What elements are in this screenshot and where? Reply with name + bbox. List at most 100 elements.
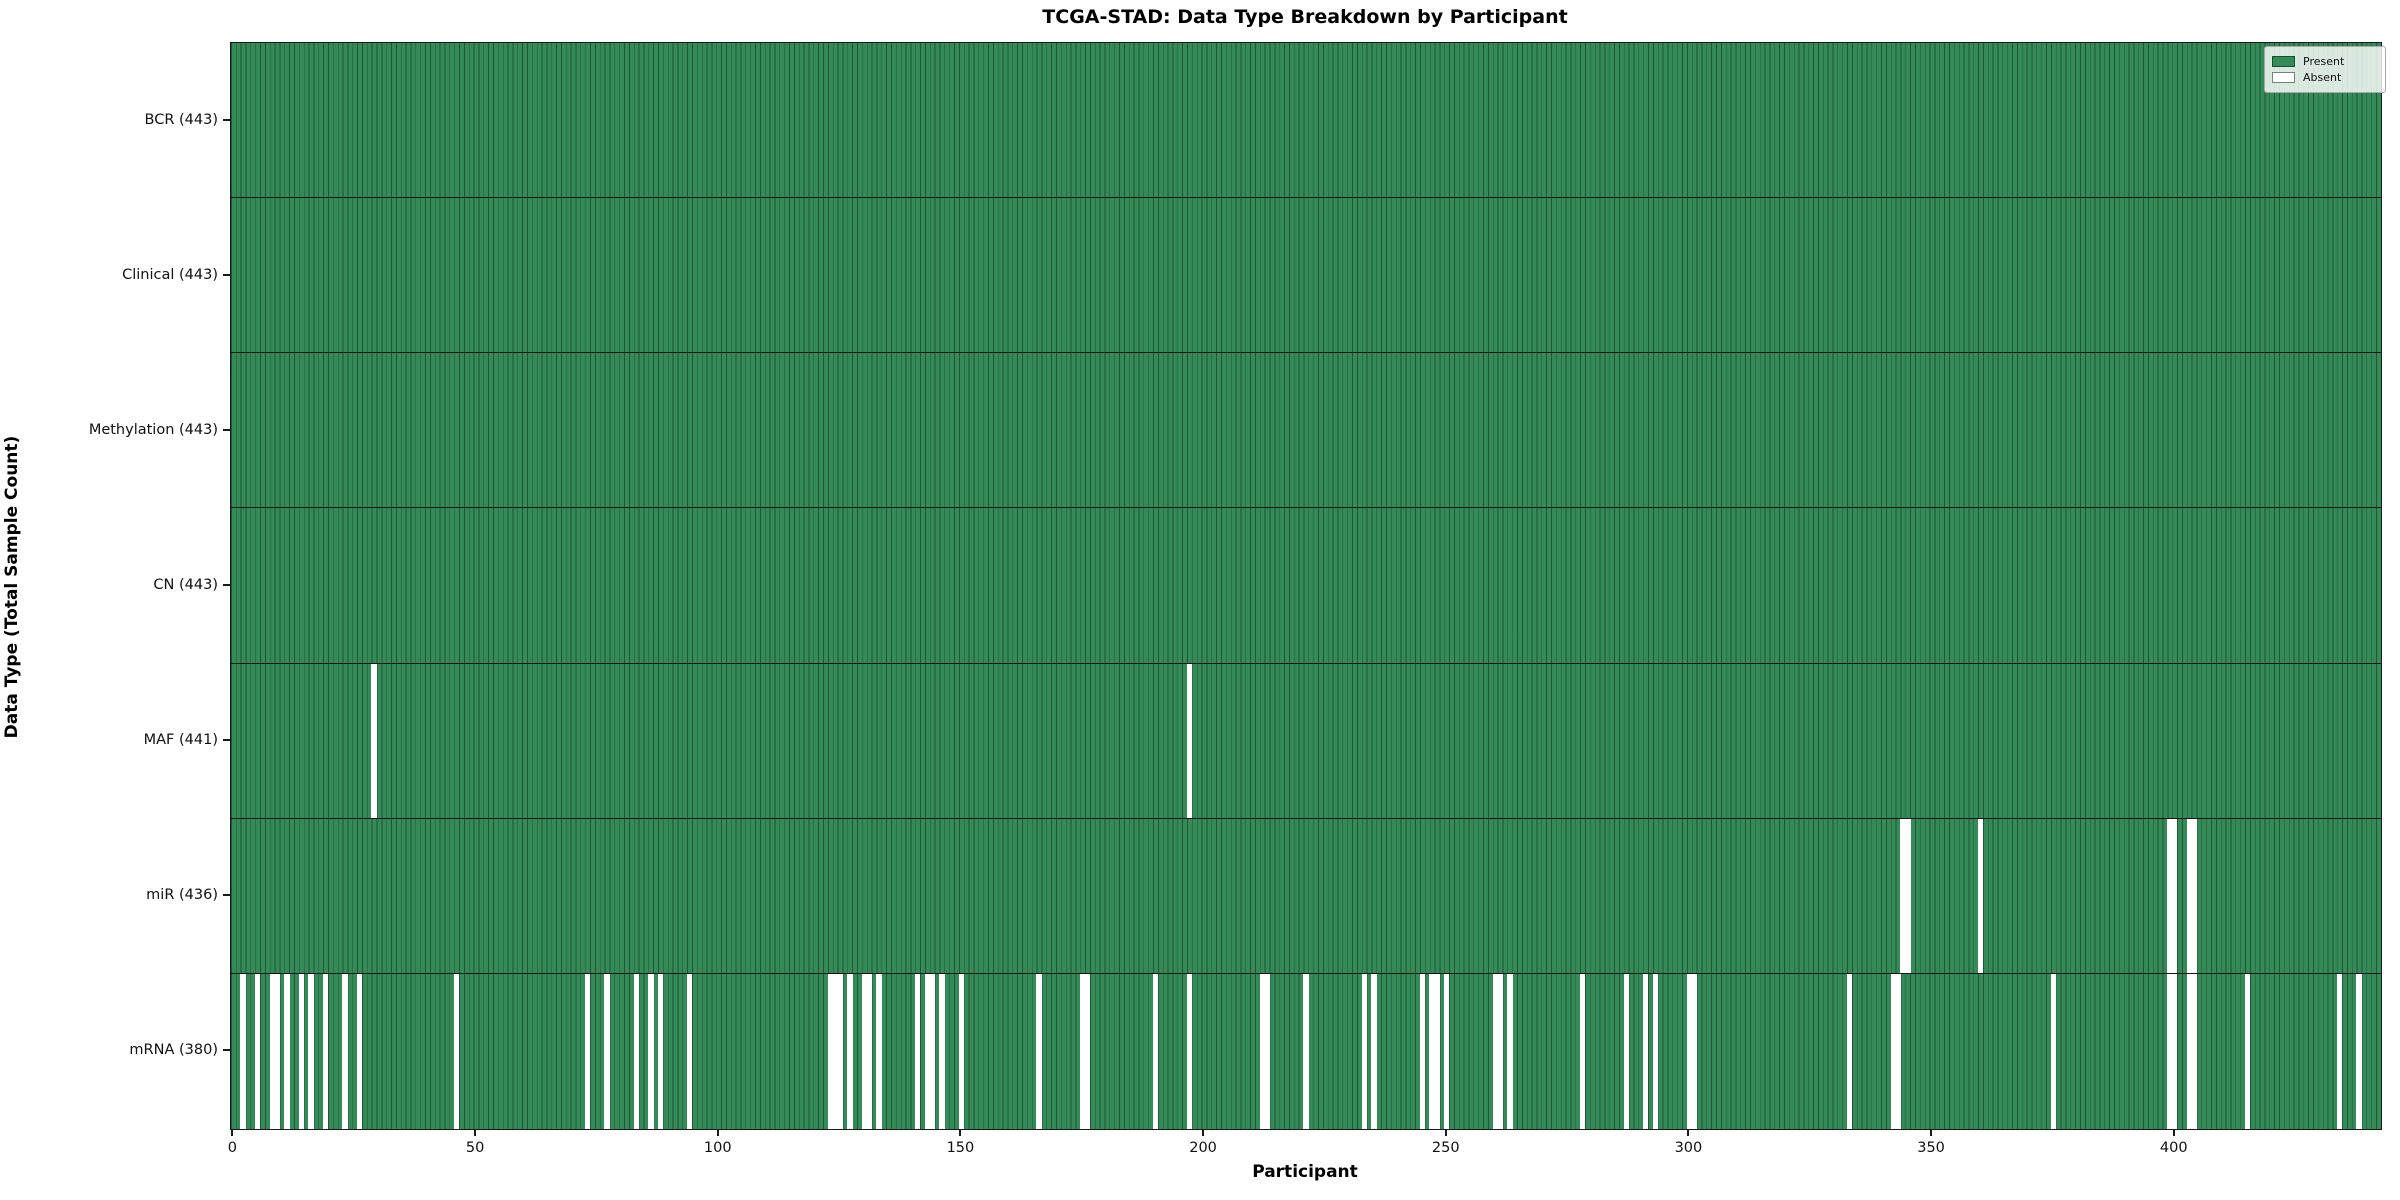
legend-entry-present: Present bbox=[2272, 55, 2378, 68]
absent-mark-mrna-175 bbox=[1080, 973, 1086, 1129]
absent-mark-mrna-343 bbox=[1895, 973, 1901, 1129]
xtick-label-400: 400 bbox=[2159, 1140, 2188, 1156]
legend-entry-absent: Absent bbox=[2272, 71, 2378, 84]
absent-mark-mrna-83 bbox=[633, 973, 639, 1129]
xtick-mark bbox=[959, 1129, 962, 1136]
absent-mark-mrna-375 bbox=[2050, 973, 2057, 1129]
xtick-label-350: 350 bbox=[1917, 1140, 1945, 1156]
xtick-mark bbox=[716, 1129, 719, 1136]
absent-mark-mir-399 bbox=[2167, 818, 2173, 973]
absent-mark-mrna-213 bbox=[1264, 973, 1270, 1129]
xtick-mark bbox=[1930, 1129, 1933, 1136]
xtick-mark bbox=[1687, 1129, 1690, 1136]
absent-mark-mir-400 bbox=[2172, 818, 2178, 973]
absent-mark-mrna-260 bbox=[1492, 973, 1498, 1129]
ytick-label-bcr: BCR (443) bbox=[144, 111, 219, 128]
absent-mark-mrna-144 bbox=[929, 973, 936, 1129]
absent-mark-mrna-235 bbox=[1371, 973, 1377, 1129]
absent-mark-mrna-14 bbox=[298, 973, 305, 1129]
legend-absent-label: Absent bbox=[2303, 71, 2342, 84]
absent-mark-mrna-86 bbox=[648, 973, 654, 1129]
absent-mark-mrna-131 bbox=[866, 973, 872, 1129]
row-mrna bbox=[231, 973, 2381, 1129]
absent-mark-mrna-141 bbox=[915, 973, 921, 1129]
absent-mark-mrna-176 bbox=[1084, 973, 1091, 1129]
absent-mark-mrna-190 bbox=[1152, 973, 1159, 1129]
absent-mark-mrna-146 bbox=[939, 973, 945, 1129]
absent-mark-mrna-197 bbox=[1186, 973, 1193, 1129]
xtick-mark bbox=[2172, 1129, 2175, 1136]
absent-mark-mrna-77 bbox=[604, 973, 610, 1129]
absent-mark-mrna-287 bbox=[1623, 973, 1630, 1129]
ytick-label-maf: MAF (441) bbox=[143, 732, 218, 749]
absent-mark-mrna-19 bbox=[322, 973, 329, 1129]
ytick-label-methylation: Methylation (443) bbox=[88, 421, 218, 438]
absent-mark-mrna-9 bbox=[274, 973, 280, 1129]
absent-mark-mrna-124 bbox=[832, 973, 838, 1129]
absent-mark-mrna-212 bbox=[1259, 973, 1266, 1129]
absent-mark-mrna-293 bbox=[1652, 973, 1659, 1129]
ytick-mark bbox=[223, 273, 230, 276]
ytick-label-cn: CN (443) bbox=[153, 577, 218, 593]
absent-mark-mir-345 bbox=[1905, 818, 1911, 973]
absent-mark-mrna-221 bbox=[1303, 973, 1309, 1129]
xtick-mark bbox=[1444, 1129, 1447, 1136]
absent-mark-mir-344 bbox=[1900, 818, 1906, 973]
ytick-mark bbox=[223, 894, 230, 897]
xtick-label-0: 0 bbox=[227, 1140, 238, 1156]
xtick-label-100: 100 bbox=[703, 1140, 732, 1156]
row-clinical bbox=[231, 198, 2381, 354]
ytick-mark bbox=[223, 584, 230, 586]
absent-mark-mrna-399 bbox=[2167, 973, 2173, 1129]
absent-mark-mrna-403 bbox=[2186, 973, 2193, 1129]
absent-mark-mrna-261 bbox=[1497, 973, 1503, 1129]
ytick-label-mrna: mRNA (380) bbox=[129, 1042, 218, 1059]
row-bcr bbox=[231, 43, 2381, 199]
xtick-mark bbox=[474, 1129, 477, 1136]
present-swatch-icon bbox=[2272, 56, 2295, 67]
x-axis-label: Participant bbox=[1252, 1162, 1358, 1182]
xtick-label-200: 200 bbox=[1189, 1140, 1217, 1156]
absent-mark-mrna-434 bbox=[2337, 973, 2343, 1129]
absent-mark-mrna-438 bbox=[2356, 973, 2362, 1129]
xtick-mark bbox=[231, 1129, 234, 1136]
absent-mark-mrna-291 bbox=[1643, 973, 1649, 1129]
xtick-label-50: 50 bbox=[465, 1140, 485, 1156]
row-mir bbox=[231, 818, 2381, 974]
absent-swatch-icon bbox=[2272, 72, 2295, 83]
absent-mark-mrna-26 bbox=[356, 973, 363, 1129]
xtick-label-300: 300 bbox=[1674, 1140, 1703, 1156]
absent-mark-mrna-263 bbox=[1507, 973, 1513, 1129]
ytick-mark bbox=[223, 1049, 230, 1052]
absent-mark-mrna-125 bbox=[837, 973, 843, 1129]
absent-mark-mrna-415 bbox=[2244, 973, 2251, 1129]
absent-mark-mrna-2 bbox=[240, 973, 246, 1129]
absent-mark-mrna-143 bbox=[924, 973, 931, 1129]
legend: Present Absent bbox=[2264, 46, 2386, 93]
row-maf bbox=[231, 663, 2381, 819]
ytick-label-mir: miR (436) bbox=[146, 887, 218, 904]
absent-mark-mrna-130 bbox=[861, 973, 868, 1129]
absent-mark-mrna-248 bbox=[1434, 973, 1440, 1129]
absent-mark-mir-404 bbox=[2191, 818, 2197, 973]
ytick-mark bbox=[223, 118, 230, 121]
row-methylation bbox=[231, 353, 2381, 509]
plot-area bbox=[230, 42, 2382, 1130]
absent-mark-maf-197 bbox=[1186, 663, 1193, 818]
absent-mark-mrna-133 bbox=[876, 973, 882, 1129]
legend-present-label: Present bbox=[2303, 55, 2345, 68]
absent-mark-mrna-123 bbox=[827, 973, 834, 1129]
absent-mark-mrna-127 bbox=[847, 973, 853, 1129]
xtick-label-250: 250 bbox=[1431, 1140, 1460, 1156]
absent-mark-mrna-404 bbox=[2191, 973, 2197, 1129]
absent-mark-mrna-88 bbox=[657, 973, 664, 1129]
absent-mark-mrna-300 bbox=[1686, 973, 1693, 1129]
absent-mark-mir-403 bbox=[2186, 818, 2193, 973]
absent-mark-mrna-333 bbox=[1846, 973, 1853, 1129]
absent-mark-mrna-301 bbox=[1691, 973, 1697, 1129]
absent-mark-mrna-233 bbox=[1361, 973, 1367, 1129]
absent-mark-mrna-245 bbox=[1419, 973, 1426, 1129]
absent-mark-mir-360 bbox=[1977, 818, 1984, 973]
absent-mark-mrna-11 bbox=[284, 973, 290, 1129]
